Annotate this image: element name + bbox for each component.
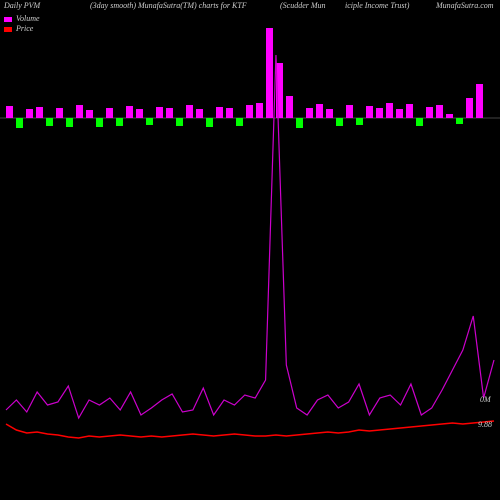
volume-axis-label: 0M (480, 395, 491, 404)
price-axis-label: 9.88 (478, 420, 492, 429)
chart-svg (0, 0, 500, 500)
